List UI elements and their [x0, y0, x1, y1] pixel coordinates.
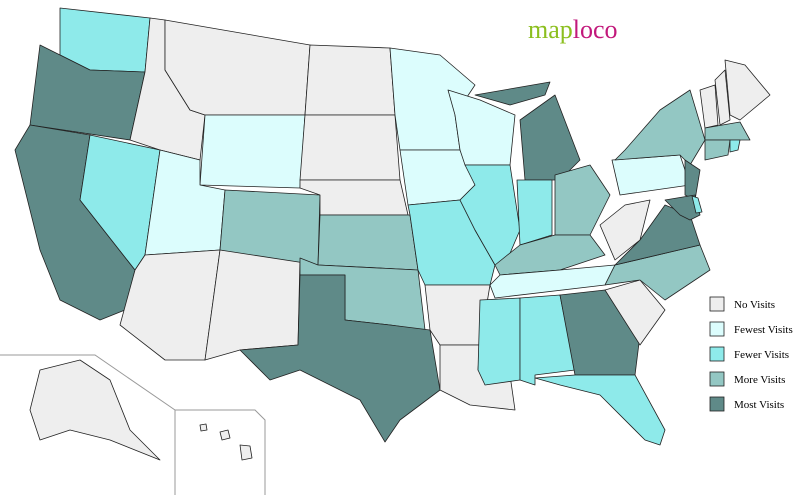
state — [691, 195, 703, 214]
state — [219, 429, 231, 441]
state — [516, 179, 553, 246]
state — [199, 423, 208, 432]
state — [664, 194, 701, 221]
state — [299, 114, 401, 181]
logo: maploco — [528, 15, 618, 44]
hawaii-inset-border — [175, 409, 266, 495]
state — [204, 249, 301, 361]
state — [239, 444, 253, 461]
state — [477, 297, 521, 386]
state — [614, 89, 706, 166]
state — [534, 374, 666, 446]
state — [729, 139, 741, 153]
state — [704, 139, 731, 161]
states — [14, 7, 771, 461]
state — [714, 69, 731, 126]
legend-swatch — [709, 296, 725, 312]
legend-label: Most Visits — [734, 399, 784, 411]
state — [604, 279, 666, 346]
legend-label: Fewest Visits — [734, 324, 793, 336]
alaska-inset-border — [0, 354, 176, 495]
legend-swatch — [709, 321, 725, 337]
state — [554, 164, 611, 236]
state — [317, 214, 419, 271]
legend-label: More Visits — [734, 374, 785, 386]
state — [519, 94, 581, 181]
state — [474, 81, 551, 106]
legend-swatch — [709, 396, 725, 412]
state — [599, 199, 651, 261]
legend-swatch — [709, 371, 725, 387]
legend: No Visits Fewest Visits Fewer Visits More V… — [709, 296, 793, 412]
legend-label: No Visits — [734, 299, 775, 311]
state — [699, 84, 719, 129]
logo-loco: loco — [573, 15, 618, 44]
state — [704, 121, 751, 141]
state — [199, 114, 306, 189]
legend-label: Fewer Visits — [734, 349, 789, 361]
state — [304, 44, 396, 116]
state — [724, 59, 771, 121]
logo-map: map — [528, 15, 573, 44]
legend-swatch — [709, 346, 725, 362]
state — [239, 274, 441, 443]
state — [29, 359, 161, 461]
